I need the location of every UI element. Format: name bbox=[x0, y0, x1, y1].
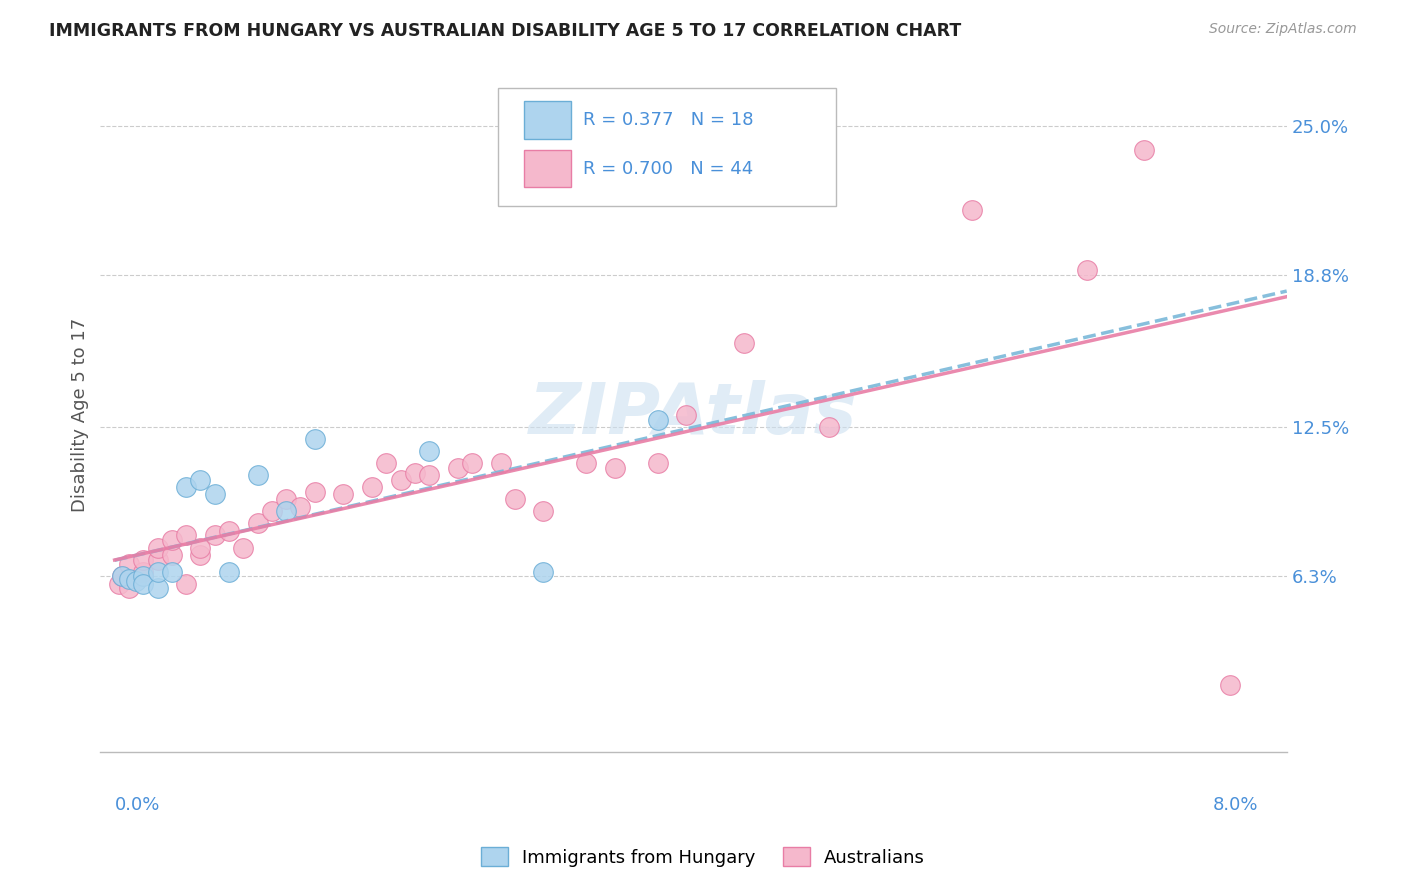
Point bbox=[111, 569, 134, 583]
Point bbox=[389, 473, 412, 487]
Text: R = 0.377   N = 18: R = 0.377 N = 18 bbox=[583, 111, 754, 129]
Point bbox=[1132, 143, 1154, 157]
Point bbox=[118, 572, 141, 586]
Point bbox=[160, 548, 183, 562]
Point bbox=[125, 574, 148, 589]
Bar bbox=[524, 102, 571, 138]
Point bbox=[218, 524, 240, 538]
Point bbox=[675, 408, 697, 422]
Point bbox=[190, 473, 212, 487]
Point bbox=[647, 413, 669, 427]
Point bbox=[1218, 678, 1240, 692]
FancyBboxPatch shape bbox=[498, 87, 837, 206]
Text: Source: ZipAtlas.com: Source: ZipAtlas.com bbox=[1209, 22, 1357, 37]
Point bbox=[190, 541, 212, 555]
Point bbox=[146, 552, 169, 566]
Point bbox=[818, 420, 841, 434]
Point bbox=[361, 480, 384, 494]
Point bbox=[1076, 263, 1098, 277]
Point bbox=[575, 456, 598, 470]
Point bbox=[603, 461, 626, 475]
Text: IMMIGRANTS FROM HUNGARY VS AUSTRALIAN DISABILITY AGE 5 TO 17 CORRELATION CHART: IMMIGRANTS FROM HUNGARY VS AUSTRALIAN DI… bbox=[49, 22, 962, 40]
Point bbox=[260, 504, 283, 518]
Point bbox=[132, 569, 155, 583]
Point bbox=[132, 552, 155, 566]
Bar bbox=[524, 150, 571, 187]
Point bbox=[447, 461, 470, 475]
Point bbox=[503, 492, 526, 507]
Point bbox=[962, 202, 984, 217]
Point bbox=[418, 468, 440, 483]
Point bbox=[174, 528, 197, 542]
Point bbox=[647, 456, 669, 470]
Point bbox=[418, 444, 440, 458]
Y-axis label: Disability Age 5 to 17: Disability Age 5 to 17 bbox=[72, 318, 89, 512]
Point bbox=[132, 576, 155, 591]
Point bbox=[146, 541, 169, 555]
Text: 8.0%: 8.0% bbox=[1212, 796, 1258, 814]
Point bbox=[533, 565, 555, 579]
Point bbox=[290, 500, 312, 514]
Point bbox=[118, 558, 141, 572]
Point bbox=[304, 485, 326, 500]
Point bbox=[132, 565, 155, 579]
Point bbox=[146, 565, 169, 579]
Point bbox=[276, 492, 298, 507]
Point bbox=[204, 528, 226, 542]
Point bbox=[533, 504, 555, 518]
Point bbox=[461, 456, 484, 470]
Point bbox=[174, 576, 197, 591]
Point bbox=[160, 533, 183, 548]
Point bbox=[118, 572, 141, 586]
Point bbox=[232, 541, 254, 555]
Point bbox=[733, 335, 755, 350]
Point bbox=[404, 466, 426, 480]
Point bbox=[204, 487, 226, 501]
Point bbox=[118, 582, 141, 596]
Point bbox=[375, 456, 398, 470]
Point bbox=[146, 582, 169, 596]
Text: ZIPAtlas: ZIPAtlas bbox=[529, 380, 858, 450]
Point bbox=[489, 456, 512, 470]
Text: R = 0.700   N = 44: R = 0.700 N = 44 bbox=[583, 160, 754, 178]
Point bbox=[108, 576, 131, 591]
Point bbox=[246, 516, 269, 531]
Legend: Immigrants from Hungary, Australians: Immigrants from Hungary, Australians bbox=[474, 840, 932, 874]
Point bbox=[160, 565, 183, 579]
Point bbox=[190, 548, 212, 562]
Point bbox=[246, 468, 269, 483]
Point bbox=[304, 432, 326, 446]
Point bbox=[174, 480, 197, 494]
Point bbox=[276, 504, 298, 518]
Point bbox=[332, 487, 354, 501]
Point bbox=[111, 569, 134, 583]
Point bbox=[218, 565, 240, 579]
Text: 0.0%: 0.0% bbox=[115, 796, 160, 814]
